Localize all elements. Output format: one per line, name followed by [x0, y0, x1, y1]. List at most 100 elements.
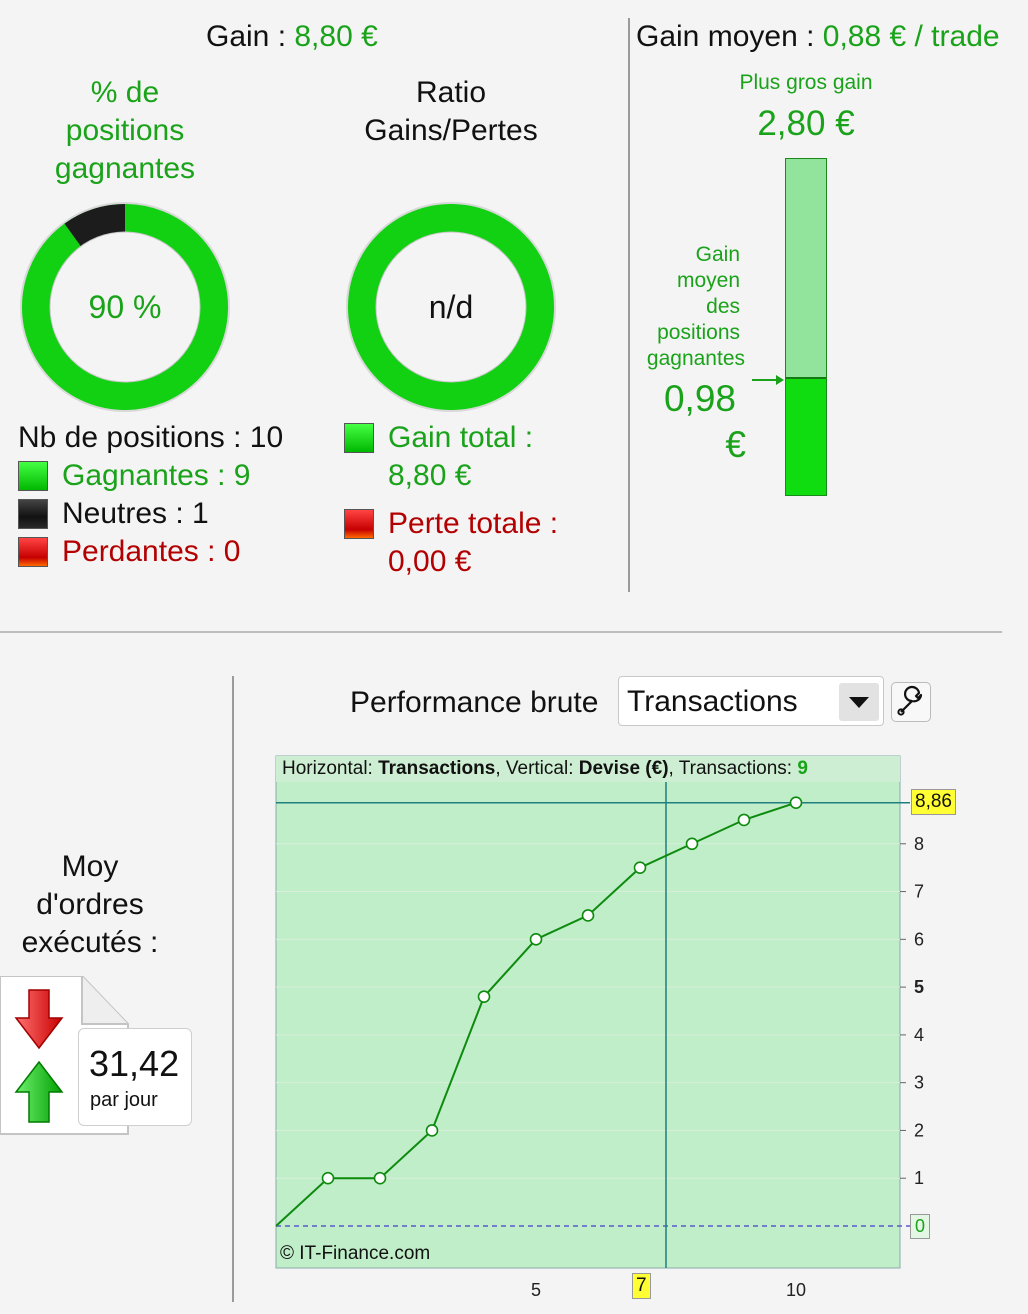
loss-total-label: Perte totale :	[388, 507, 559, 540]
ratio-donut-graphic	[346, 202, 556, 412]
y-tick-label: 2	[914, 1120, 924, 1140]
win-pct-title: % de positions gagnantes	[20, 74, 230, 188]
chart-header-strip	[276, 756, 900, 782]
data-point	[321, 1171, 335, 1185]
perf-mode-select[interactable]: Transactions	[618, 676, 884, 726]
ratio-title: Ratio Gains/Pertes	[346, 74, 556, 150]
gain-total-value: 8,80 €	[388, 459, 472, 492]
win-pct-title-line: positions	[65, 114, 185, 147]
data-point	[477, 990, 491, 1003]
win-pct-title-line: % de	[90, 76, 160, 109]
avg-positive-label-line: gagnantes	[646, 347, 745, 370]
avg-positive-label-line: moyen	[676, 269, 740, 292]
orders-unit: par jour	[90, 1089, 158, 1111]
chart-header-count: 9	[797, 758, 808, 779]
gain-bar-fill	[786, 377, 826, 495]
orders-title: Moy d'ordres exécutés :	[0, 848, 180, 962]
avg-positive-label-line: positions	[657, 321, 740, 344]
data-point	[789, 796, 803, 809]
avg-gain-summary: Gain moyen : 0,88 € / trade	[636, 20, 1000, 54]
perf-mode-value: Transactions	[627, 685, 798, 718]
avg-positive-label-line: Gain	[695, 243, 740, 266]
y-tick-label: 3	[914, 1073, 924, 1093]
data-point	[737, 813, 751, 827]
neutral-segment	[64, 204, 126, 247]
arrow-right-icon	[752, 372, 784, 386]
bottom-divider	[232, 676, 234, 1302]
section-divider	[628, 18, 630, 592]
avg-gain-label: Gain moyen :	[636, 20, 823, 53]
chart-header-prefix: Horizontal:	[282, 758, 379, 779]
gain-total-swatch-icon	[344, 423, 374, 453]
y-tick-label: 4	[914, 1025, 924, 1045]
cursor-x-tag: 7	[632, 1273, 651, 1299]
y-tick-label: 7	[914, 882, 924, 902]
y-tick-label: 8	[914, 834, 924, 854]
data-point	[529, 933, 543, 946]
zero-tag: 0	[910, 1214, 931, 1239]
chart-header-horizontal: Transactions	[378, 758, 496, 779]
data-point	[425, 1124, 439, 1137]
orders-title-line: d'ordres	[36, 888, 144, 921]
avg-positive-label-line: des	[706, 295, 740, 318]
loss-total-swatch-icon	[344, 509, 374, 539]
max-gain-label: Plus gros gain	[739, 71, 873, 94]
neutral-count: Neutres : 1	[62, 497, 209, 530]
avg-positive-label: Gain moyen des positions gagnantes	[640, 242, 745, 372]
perf-title: Performance brute	[350, 686, 599, 719]
chart-header-tail: , Transactions:	[668, 758, 798, 779]
ratio-title-line: Gains/Pertes	[364, 114, 538, 147]
settings-button[interactable]	[891, 682, 931, 722]
data-point	[633, 861, 647, 874]
chart-ticks: 1 2 3 4 5 6 7 8 5 10	[531, 834, 924, 1300]
y-tick-label: 6	[914, 929, 924, 949]
gain-value: 8,80 €	[294, 20, 378, 53]
data-point	[685, 837, 699, 851]
orders-value-box: 31,42 par jour	[78, 1028, 192, 1126]
data-point	[373, 1171, 387, 1185]
ratio-title-line: Ratio	[415, 76, 487, 109]
orders-value: 31,42	[89, 1043, 180, 1084]
chart-plot-area	[275, 755, 901, 1269]
chart-header-mid: , Vertical:	[495, 758, 579, 779]
x-tick-label: 10	[786, 1280, 806, 1300]
arrow-up-icon	[14, 1060, 64, 1124]
arrow-down-icon	[14, 988, 64, 1050]
orders-title-line: Moy	[61, 850, 119, 883]
chart-header-vertical: Devise (€)	[578, 758, 669, 779]
winning-swatch-icon	[18, 461, 48, 491]
win-pct-title-line: gagnantes	[54, 152, 196, 185]
ratio-value: n/d	[428, 289, 474, 325]
ratio-donut: n/d	[344, 200, 558, 414]
gain-total-label: Gain total :	[388, 421, 534, 454]
losing-swatch-icon	[18, 537, 48, 567]
win-pct-donut-graphic	[20, 202, 230, 412]
current-value-tag: 8,86	[911, 788, 956, 815]
losing-count: Perdantes : 0	[62, 535, 241, 568]
gain-label: Gain :	[206, 20, 295, 53]
avg-positive-value: 0,98	[663, 378, 736, 419]
orders-title-line: exécutés :	[21, 926, 159, 959]
win-pct-value: 90 %	[88, 289, 162, 325]
winning-count: Gagnantes : 9	[62, 459, 251, 492]
loss-total-value: 0,00 €	[388, 545, 472, 578]
x-tick-label: 5	[531, 1280, 541, 1300]
gain-summary: Gain : 8,80 €	[206, 20, 378, 54]
positions-count: Nb de positions : 10	[18, 421, 284, 454]
y-tick-label: 5	[914, 977, 924, 997]
chevron-down-icon[interactable]	[839, 683, 879, 721]
max-gain-value: 2,80 €	[757, 104, 855, 143]
section-separator	[0, 631, 1002, 633]
data-point	[581, 909, 595, 922]
wrench-icon	[897, 685, 923, 716]
performance-chart[interactable]: 1 2 3 4 5 6 7 8 5 10	[240, 740, 1020, 1310]
gain-bar	[785, 158, 827, 496]
chart-copyright: © IT-Finance.com	[280, 1243, 431, 1264]
avg-positive-currency: €	[725, 424, 746, 465]
win-pct-donut: 90 %	[18, 200, 232, 414]
chart-series	[275, 796, 803, 1227]
neutral-swatch-icon	[18, 499, 48, 529]
avg-gain-value: 0,88 € / trade	[822, 20, 1000, 53]
chart-header: Horizontal: Transactions, Vertical: Devi…	[282, 758, 900, 780]
y-tick-label: 1	[914, 1168, 924, 1188]
